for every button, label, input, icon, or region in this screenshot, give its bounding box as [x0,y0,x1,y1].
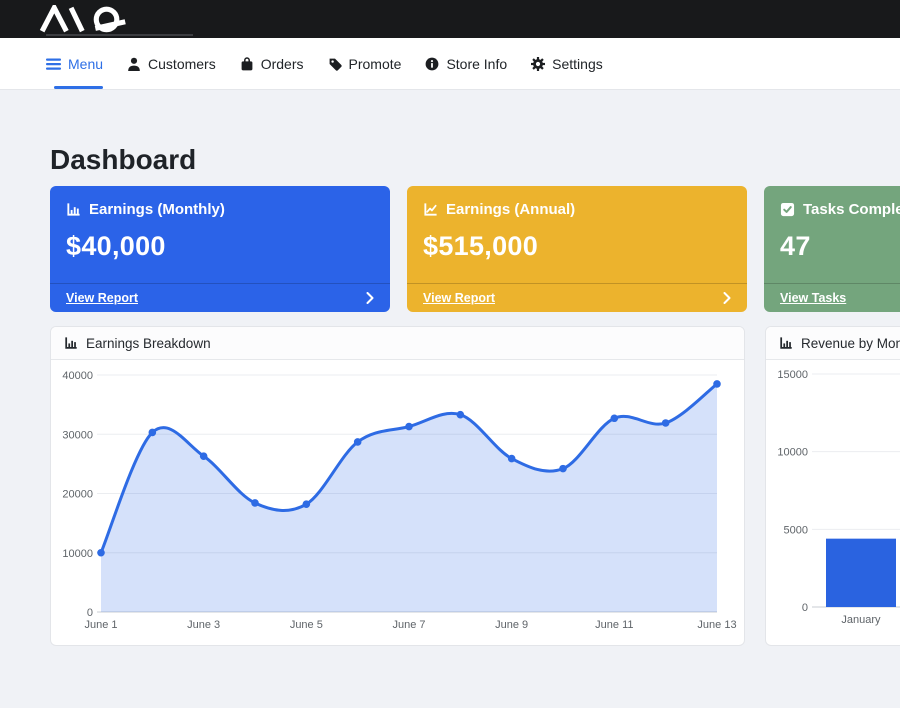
stat-card-title: Tasks Completed [803,201,900,218]
svg-text:40000: 40000 [62,370,93,382]
svg-text:0: 0 [802,602,808,614]
svg-text:June 11: June 11 [595,619,633,631]
chevron-right-icon [366,292,374,304]
view-report-link[interactable]: View Report [423,291,496,305]
stat-cards-row: Earnings (Monthly) $40,000 View Report [50,186,900,312]
stat-card-title: Earnings (Monthly) [89,201,225,218]
nav-item-customers[interactable]: Customers [127,38,216,89]
chart-bar-icon [67,203,80,216]
stat-card-value: 47 [780,231,811,261]
nav-label: Menu [68,55,104,72]
svg-text:10000: 10000 [62,548,93,560]
stat-card-earnings-annual: Earnings (Annual) $515,000 View Report [407,186,747,312]
nav-label: Store Info [446,55,508,72]
shopping-bag-icon [241,56,253,70]
logo-underline [46,34,193,36]
svg-text:June 5: June 5 [290,619,323,631]
stat-card-value: $40,000 [66,231,166,261]
svg-text:15000: 15000 [777,369,808,381]
svg-text:0: 0 [87,607,93,619]
stat-card-title: Earnings (Annual) [446,201,576,218]
earnings-breakdown-line-chart: 0 10000 20000 30000 40000 June 1 June 3 June 5 J… [62,370,736,631]
page-title: Dashboard [50,144,197,175]
svg-text:June 13: June 13 [697,619,736,631]
stat-card-value: $515,000 [423,231,539,261]
check-square-icon [780,202,795,217]
nav-label: Orders [260,55,304,72]
nav-item-menu[interactable]: Menu [46,38,104,89]
tag-icon [329,58,342,71]
chart-line-icon [424,203,437,216]
nav-item-orders[interactable]: Orders [240,38,304,89]
nav-label: Customers [148,55,216,72]
chart-bar-icon [65,337,77,349]
earnings-breakdown-card: Earnings Breakdown 0 10000 20000 30000 40000… [50,326,745,646]
brand-logo-icon [39,2,126,33]
chart-title: Revenue by Month [801,335,900,351]
nav-item-settings[interactable]: Settings [531,38,603,89]
chevron-right-icon [723,292,731,304]
nav-item-promote[interactable]: Promote [328,38,402,89]
nav-label: Settings [552,55,603,72]
svg-text:June 1: June 1 [84,619,117,631]
main-nav: Menu Customers Orders Promote [0,38,900,90]
view-tasks-link[interactable]: View Tasks [780,291,847,305]
stat-card-tasks-completed: Tasks Completed 47 View Tasks [764,186,900,312]
charts-row: Earnings Breakdown 0 10000 20000 30000 40000… [50,326,900,646]
topbar [0,0,900,38]
revenue-by-month-bar-chart: 0 5000 10000 15000 January [777,369,900,626]
svg-text:5000: 5000 [784,524,808,536]
active-tab-indicator [54,86,104,89]
chart-title: Earnings Breakdown [86,335,211,351]
view-report-link[interactable]: View Report [66,291,139,305]
svg-text:20000: 20000 [62,489,93,501]
nav-label: Promote [348,55,402,72]
svg-text:30000: 30000 [62,429,93,441]
revenue-by-month-card: Revenue by Month 0 5000 10000 15000 January [765,326,900,646]
hamburger-icon [46,58,61,70]
stat-card-earnings-monthly: Earnings (Monthly) $40,000 View Report [50,186,390,312]
brand-logo[interactable] [36,2,136,33]
svg-text:June 7: June 7 [392,619,425,631]
svg-text:June 3: June 3 [187,619,220,631]
svg-text:10000: 10000 [777,447,808,459]
svg-text:January: January [841,614,881,626]
person-icon [128,57,140,71]
info-circle-icon [426,57,439,70]
nav-item-store-info[interactable]: Store Info [425,38,507,89]
chart-bar-icon [780,337,792,349]
svg-text:June 9: June 9 [495,619,528,631]
gear-icon [531,56,546,71]
main-content: Dashboard Earnings (Monthly) $40,000 Vie… [0,144,900,646]
